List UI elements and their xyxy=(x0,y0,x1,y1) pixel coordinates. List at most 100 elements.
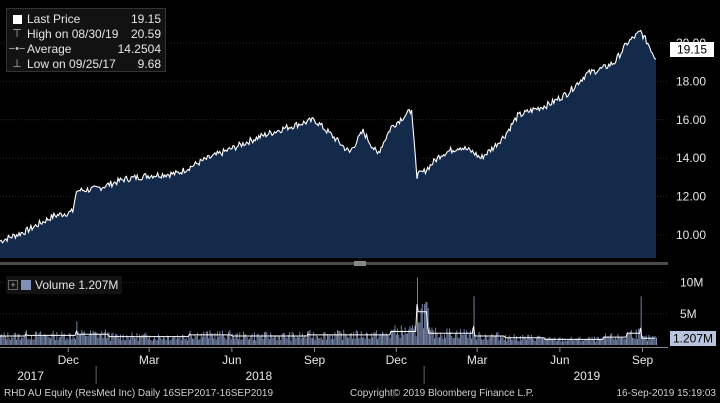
volume-bar xyxy=(460,328,461,345)
volume-bar xyxy=(583,340,584,345)
volume-bar xyxy=(225,339,227,345)
volume-bar xyxy=(127,337,129,345)
volume-bar xyxy=(603,336,605,346)
volume-bar xyxy=(145,332,147,345)
volume-bar xyxy=(280,339,282,345)
volume-bar xyxy=(452,338,454,345)
volume-bar xyxy=(496,332,498,345)
pane-divider[interactable] xyxy=(0,261,668,266)
volume-bar xyxy=(207,331,208,345)
volume-bar xyxy=(77,331,79,345)
expand-icon[interactable]: + xyxy=(8,280,18,290)
volume-bar xyxy=(154,336,156,345)
volume-bar xyxy=(260,336,262,345)
volume-bar xyxy=(557,340,558,345)
volume-bar xyxy=(382,331,383,345)
volume-bar xyxy=(0,335,1,345)
volume-bar xyxy=(93,332,95,345)
volume-bar xyxy=(328,335,330,345)
volume-legend[interactable]: + Volume 1.207M xyxy=(6,276,123,294)
volume-bar xyxy=(33,339,35,345)
volume-bar xyxy=(429,327,430,345)
volume-bar xyxy=(41,336,43,345)
volume-bar xyxy=(204,336,206,345)
legend-last-price: Last Price 19.15 xyxy=(11,12,161,27)
volume-bar xyxy=(106,338,108,345)
volume-bar xyxy=(249,338,250,345)
volume-bar xyxy=(24,331,26,345)
volume-bar xyxy=(9,340,11,345)
volume-bar xyxy=(457,337,459,345)
volume-bar xyxy=(53,334,55,345)
volume-bar xyxy=(38,332,40,345)
price-line xyxy=(0,29,657,244)
volume-bar xyxy=(374,332,376,345)
volume-bar xyxy=(265,331,267,345)
volume-bar xyxy=(339,330,341,345)
volume-bar xyxy=(534,341,536,345)
volume-bar xyxy=(294,335,296,345)
volume-bar xyxy=(395,334,397,345)
volume-bar xyxy=(218,336,220,345)
volume-bar xyxy=(397,328,398,345)
volume-bar xyxy=(270,332,272,345)
volume-last-tag: 1.207M xyxy=(670,331,716,346)
volume-bar xyxy=(183,335,185,345)
volume-bar xyxy=(608,337,610,345)
price-legend[interactable]: Last Price 19.15 ⊤ High on 08/30/19 20.5… xyxy=(6,8,166,72)
volume-bar xyxy=(56,331,58,345)
pane-divider-handle[interactable] xyxy=(354,261,366,266)
volume-bar xyxy=(425,302,427,345)
volume-bar xyxy=(256,334,258,345)
volume-legend-value: 1.207M xyxy=(78,278,119,292)
volume-bar xyxy=(656,337,657,345)
volume-bar xyxy=(629,331,631,345)
volume-bar xyxy=(17,333,19,345)
volume-bar xyxy=(323,332,325,345)
volume-bar xyxy=(533,339,535,345)
volume-bar xyxy=(605,333,606,345)
volume-bar xyxy=(584,339,586,345)
volume-bar xyxy=(139,334,140,345)
volume-bar xyxy=(635,329,637,345)
volume-bar xyxy=(262,338,264,345)
volume-bar xyxy=(150,340,152,345)
volume-bar xyxy=(216,331,218,345)
volume-bar xyxy=(153,339,154,345)
legend-low: ⊥ Low on 09/25/17 9.68 xyxy=(11,57,161,72)
volume-bar xyxy=(404,327,406,345)
volume-bar xyxy=(279,336,280,345)
volume-bar xyxy=(596,337,598,345)
volume-bar xyxy=(512,339,514,345)
volume-bar xyxy=(652,336,654,345)
volume-bar xyxy=(214,333,216,345)
volume-bar xyxy=(472,328,474,345)
volume-bar xyxy=(553,338,555,345)
volume-bar xyxy=(309,330,311,345)
volume-legend-swatch xyxy=(21,280,31,290)
volume-bar xyxy=(612,338,614,345)
volume-bar xyxy=(446,328,448,345)
volume-bar xyxy=(144,333,145,345)
volume-bar xyxy=(100,334,101,345)
volume-bar xyxy=(88,334,90,345)
volume-bar xyxy=(285,337,287,345)
volume-bar xyxy=(614,337,616,345)
volume-bar xyxy=(171,337,173,345)
volume-bar xyxy=(423,328,424,345)
volume-bar xyxy=(354,338,356,345)
volume-bar xyxy=(466,330,468,345)
volume-bar xyxy=(212,333,213,345)
volume-bar xyxy=(624,339,626,345)
average-marker-icon: −•− xyxy=(8,43,26,55)
volume-bar xyxy=(601,338,603,345)
volume-bar xyxy=(51,333,53,345)
volume-bar xyxy=(508,335,510,345)
volume-bar xyxy=(473,296,475,346)
volume-bar xyxy=(175,339,177,345)
volume-bar xyxy=(645,335,647,345)
volume-bar xyxy=(571,339,573,345)
volume-bar xyxy=(576,338,578,346)
volume-bar xyxy=(313,332,315,345)
volume-bar xyxy=(236,333,238,345)
